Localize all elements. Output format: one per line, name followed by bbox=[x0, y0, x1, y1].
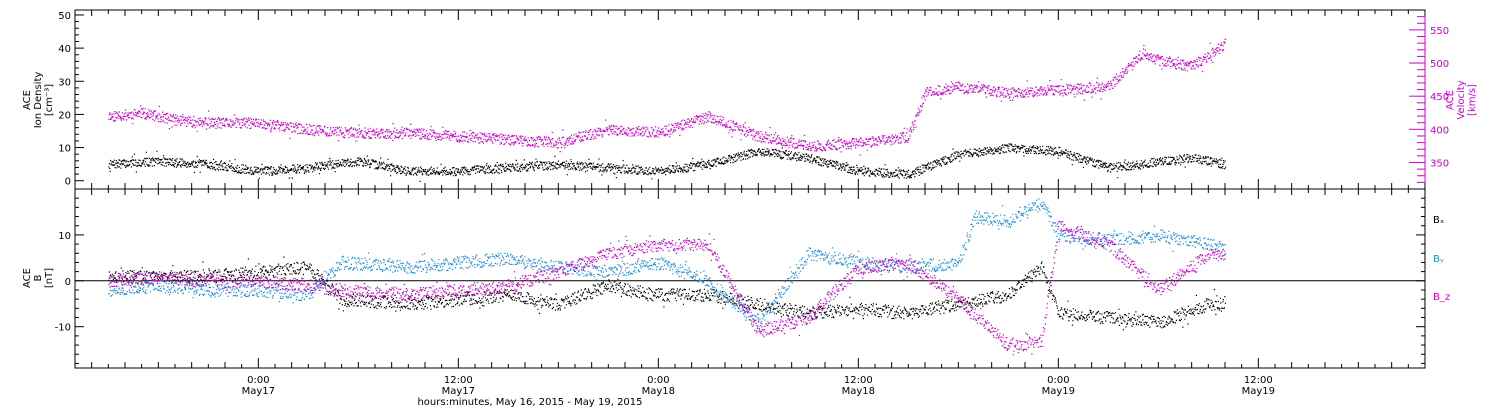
bx-series bbox=[108, 256, 1226, 331]
x-tick-time-label: 12:00 bbox=[444, 375, 473, 386]
x-tick-date-label: May18 bbox=[642, 386, 675, 397]
x-tick-time-label: 12:00 bbox=[844, 375, 873, 386]
velocity-tick-label: 450 bbox=[1430, 92, 1449, 103]
by-series bbox=[108, 198, 1226, 329]
panel-plasma: 0 10 20 30 40 50 350 400 450 500 550 ACEIon Density… bbox=[22, 9, 1478, 190]
ion-density-tick-label: 20 bbox=[58, 110, 71, 121]
ion-density-tick-label: 10 bbox=[58, 144, 71, 155]
x-tick-date-label: May18 bbox=[842, 386, 875, 397]
x-tick-date-label: May19 bbox=[1242, 386, 1275, 397]
x-tick-time-label: 0:00 bbox=[647, 375, 669, 386]
ion-density-tick-label: 50 bbox=[58, 11, 71, 22]
velocity-tick-label: 500 bbox=[1430, 59, 1449, 70]
ion-density-tick-label: 0 bbox=[65, 177, 71, 188]
x-tick-time-label: 0:00 bbox=[1047, 375, 1069, 386]
velocity-tick-label: 350 bbox=[1430, 158, 1449, 169]
x-axis-label: hours:minutes, May 16, 2015 - May 19, 20… bbox=[417, 397, 642, 408]
x-tick-time-label: 12:00 bbox=[1244, 375, 1273, 386]
ion-density-axis-label: ACEIon Density[cm⁻³] bbox=[22, 72, 55, 129]
legend-entry-1: Bᵧ bbox=[1433, 254, 1444, 265]
b-axis-label: ACEB[nT] bbox=[22, 268, 55, 288]
panel-magnetic-field: -10 0 10 ACEB[nT] Bₓ Bᵧ B_z bbox=[22, 188, 1450, 369]
b-tick-label: 0 bbox=[65, 277, 71, 288]
ion-density-tick-label: 40 bbox=[58, 44, 71, 55]
ion-density-series bbox=[108, 143, 1227, 182]
legend-entry-2: B_z bbox=[1433, 292, 1450, 303]
x-tick-time-label: 0:00 bbox=[247, 375, 269, 386]
x-tick-date-label: May19 bbox=[1042, 386, 1075, 397]
legend-entry-0: Bₓ bbox=[1433, 215, 1444, 226]
velocity-axis-label: ACEVelocity[km/s] bbox=[1445, 80, 1478, 119]
b-tick-label: -10 bbox=[55, 323, 71, 334]
velocity-tick-label: 550 bbox=[1430, 26, 1449, 37]
b-tick-label: 10 bbox=[58, 231, 71, 242]
velocity-tick-label: 400 bbox=[1430, 125, 1449, 136]
x-tick-date-label: May17 bbox=[242, 386, 275, 397]
bz-series bbox=[108, 220, 1226, 356]
panel-magnetic-frame bbox=[74, 188, 1426, 369]
x-tick-date-label: May17 bbox=[442, 386, 475, 397]
panel-plasma-frame bbox=[74, 9, 1426, 190]
velocity-series bbox=[108, 38, 1227, 156]
ion-density-tick-label: 30 bbox=[58, 77, 71, 88]
x-axis: hours:minutes, May 16, 2015 - May 19, 20… bbox=[74, 10, 1426, 408]
